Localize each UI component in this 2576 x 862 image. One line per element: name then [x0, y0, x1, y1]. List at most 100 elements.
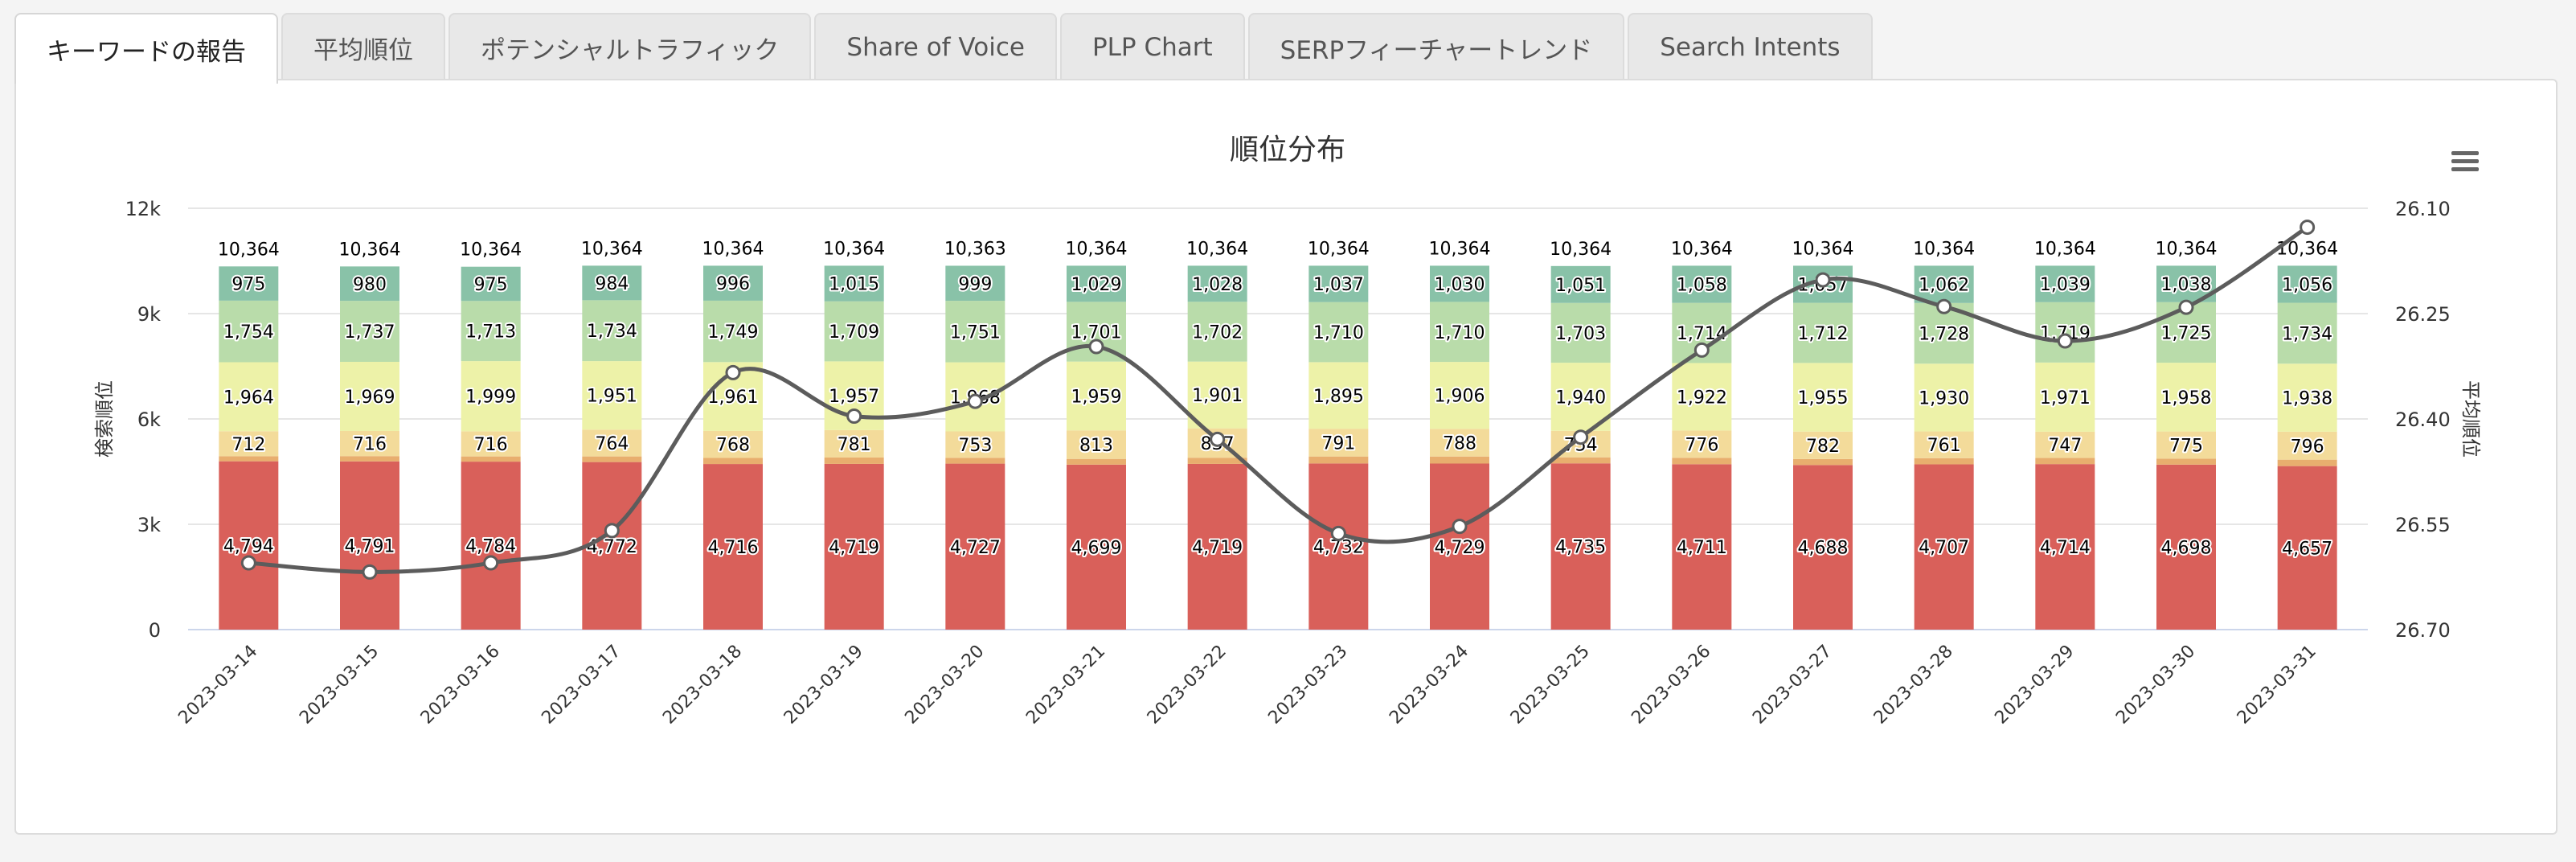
bar-4-10 [219, 362, 279, 432]
hamburger-menu-icon[interactable] [2451, 151, 2479, 171]
bar-31-50 [824, 457, 884, 464]
data-label: 1,895 [1313, 387, 1364, 407]
total-label: 10,364 [1186, 239, 1248, 259]
bar-31-50 [1672, 458, 1732, 465]
bar-2-3 [2035, 302, 2095, 363]
bar-50+ [703, 464, 763, 630]
rank-point [1330, 525, 1346, 541]
bar-1 [582, 265, 642, 301]
total-label: 10,364 [218, 240, 280, 260]
rank-distribution-chart: 順位分布 0 3k 6k 9k 12k 26.10 26.25 26.40 26.55 26.70 検… [93, 133, 2482, 858]
y2-tick-label: 26.10 [2395, 198, 2451, 220]
bar-50+ [1308, 463, 1369, 630]
bar-50+ [1187, 463, 1247, 630]
bar-11-30 [461, 431, 521, 457]
bar-31-50 [1550, 457, 1611, 464]
tab-5[interactable]: SERPフィーチャートレンド [1247, 13, 1625, 80]
tab-6[interactable]: Search Intents [1628, 13, 1873, 80]
bar-2-3 [461, 301, 521, 362]
data-label: 1,712 [1798, 324, 1849, 344]
bar-50+ [461, 462, 521, 630]
data-label: 1,955 [1798, 388, 1849, 408]
bar-31-50 [1067, 458, 1126, 465]
bar-50+ [2035, 464, 2095, 630]
data-label: 747 [2048, 436, 2082, 456]
bar-4-10 [1187, 361, 1247, 429]
legend-item-Rank[interactable]: Rank [1583, 835, 1673, 858]
rank-point [483, 555, 499, 571]
y-tick-label: 3k [137, 514, 161, 536]
bar-4-10 [1914, 363, 1974, 432]
data-label: 4,772 [587, 537, 637, 557]
bar-1 [1308, 265, 1369, 302]
rank-point [1815, 272, 1831, 288]
data-label: 999 [958, 274, 992, 294]
data-label: 975 [231, 275, 265, 295]
data-label: 1,725 [2161, 323, 2212, 343]
data-label: 1,922 [1677, 388, 1727, 408]
rank-point [1936, 298, 1952, 314]
data-label: 1,701 [1071, 323, 1122, 343]
bar-50+ [340, 461, 399, 630]
total-label: 10,364 [1066, 239, 1128, 259]
bar-31-50 [461, 456, 521, 462]
data-label: 1,906 [1435, 387, 1485, 407]
data-label: 1,999 [465, 388, 516, 408]
legend-item-1[interactable]: 1 [952, 835, 990, 858]
x-tick-label: 2023-03-23 [1264, 642, 1351, 729]
legend-item-2-3[interactable]: 2-3 [1024, 835, 1082, 858]
rank-point [1573, 429, 1589, 445]
x-tick-label: 2023-03-27 [1749, 642, 1836, 729]
data-label: 1,951 [587, 387, 637, 407]
bar-11-30 [1430, 429, 1489, 457]
bar-11-30 [1914, 431, 1974, 458]
tab-4[interactable]: PLP Chart [1059, 13, 1245, 80]
legend-item-11-30[interactable]: 11-30 [1233, 835, 1316, 858]
data-label: 1,062 [1919, 276, 1969, 296]
tab-3[interactable]: Share of Voice [814, 13, 1057, 80]
y2-tick-label: 26.70 [2395, 619, 2451, 642]
y-tick-label: 0 [149, 619, 161, 642]
data-label: 1,940 [1555, 388, 1606, 408]
bar-11-30 [2156, 431, 2216, 459]
menu-line [2451, 167, 2479, 171]
legend-label: Rank [1624, 835, 1673, 836]
x-tick-label: 2023-03-28 [1870, 642, 1957, 729]
data-label: 980 [353, 275, 387, 295]
bar-11-30 [1672, 430, 1732, 458]
rank-point [1452, 519, 1468, 535]
bar-50+ [1672, 464, 1732, 630]
bar-1 [219, 266, 279, 301]
rank-point [846, 408, 862, 425]
data-label: 1,051 [1555, 276, 1606, 296]
data-label: 1,037 [1313, 275, 1364, 295]
legend-item-31-50[interactable]: 31-50 [1357, 835, 1440, 858]
bar-50+ [2277, 466, 2337, 630]
tab-1[interactable]: 平均順位 [281, 13, 445, 80]
data-label: 1,938 [2282, 389, 2332, 409]
x-tick-label: 2023-03-29 [1991, 642, 2078, 729]
bar-4-10 [461, 361, 521, 432]
bar-31-50 [340, 456, 399, 462]
rank-point [967, 393, 983, 409]
data-label: 753 [958, 436, 992, 456]
bar-11-30 [582, 429, 642, 457]
y-axis-title: 検索順位 [93, 380, 116, 458]
legend-item-4-10[interactable]: 4-10 [1122, 835, 1192, 858]
data-label: 4,794 [223, 536, 274, 556]
data-label: 4,698 [2161, 538, 2212, 558]
data-label: 4,719 [1192, 538, 1243, 558]
rank-point [725, 364, 741, 380]
bar-31-50 [703, 458, 763, 465]
bar-31-50 [1187, 458, 1247, 464]
bar-2-3 [1550, 302, 1611, 363]
tab-2[interactable]: ポテンシャルトラフィック [448, 13, 812, 80]
tab-0[interactable]: キーワードの報告 [14, 13, 278, 84]
x-tick-label: 2023-03-26 [1628, 642, 1714, 729]
total-label: 10,364 [2034, 239, 2096, 259]
legend-item-50+[interactable]: 50+ [1480, 835, 1548, 858]
bar-31-50 [2156, 458, 2216, 465]
bar-1 [703, 265, 763, 301]
bar-50+ [945, 463, 1005, 630]
bar-4-10 [1672, 363, 1732, 431]
